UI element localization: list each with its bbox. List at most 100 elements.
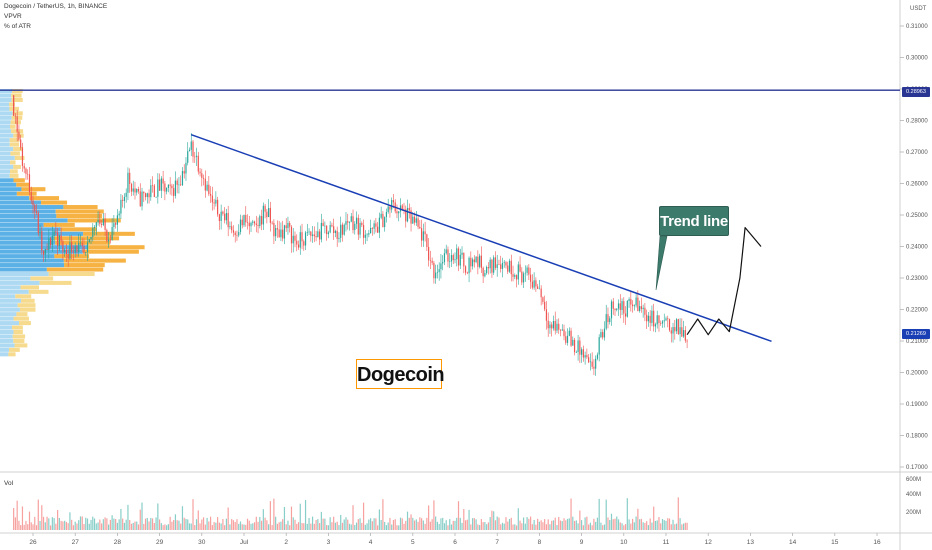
candle-body [72, 251, 75, 253]
volume-profile-bar-buy [0, 124, 11, 129]
candle-body [224, 213, 226, 221]
volume-bar [547, 519, 549, 530]
candle-body [174, 180, 177, 196]
candle-body [410, 210, 412, 224]
candle-body [238, 232, 240, 236]
candle-body [589, 361, 591, 363]
x-tick-label: 2 [284, 539, 288, 546]
candle-body [285, 225, 287, 229]
candle-body [79, 242, 82, 244]
volume-bar [306, 523, 308, 530]
candle-body [401, 205, 403, 210]
candle-body [503, 262, 505, 263]
candle-body [406, 207, 409, 222]
x-tick-label: 8 [538, 539, 542, 546]
volume-bar [34, 516, 36, 530]
volume-bar [371, 521, 373, 530]
volume-profile-bar-buy [0, 347, 10, 352]
volume-bar [42, 516, 45, 530]
atr-indicator-label[interactable]: % of ATR [4, 23, 31, 30]
volume-bar [482, 522, 484, 530]
candle-body [665, 318, 667, 321]
candle-body [438, 269, 440, 273]
trend-line-callout[interactable]: Trend line [659, 206, 729, 236]
x-tick-label: 15 [831, 539, 839, 546]
volume-bar [438, 523, 440, 530]
candle-body [479, 255, 481, 267]
volume-bar [292, 517, 294, 530]
volume-bar [570, 498, 572, 530]
candle-body [412, 216, 414, 224]
candle-body [326, 225, 328, 235]
candle-body [575, 352, 577, 353]
volume-bar [319, 523, 321, 530]
candle-body [454, 259, 456, 261]
volume-bar [586, 516, 588, 530]
volume-bar [164, 524, 166, 530]
candle-body [686, 340, 688, 342]
volume-profile-bar-buy [0, 173, 10, 178]
candle-body [250, 222, 252, 227]
volume-bar [479, 525, 481, 530]
candle-body [30, 192, 32, 201]
volume-bar [603, 524, 606, 530]
candle-body [581, 349, 583, 355]
candle-body [392, 200, 395, 203]
dogecoin-annotation[interactable]: Dogecoin [356, 359, 445, 389]
volume-bar [290, 506, 293, 530]
volume-bar [582, 525, 584, 530]
volume-bar [174, 514, 177, 530]
price-pane [0, 0, 900, 472]
candle-body [183, 171, 185, 174]
volume-profile-bar-buy [0, 182, 17, 187]
candle-body [616, 308, 618, 311]
volume-bar [297, 522, 300, 530]
volume-bar [424, 523, 426, 530]
candle-body [660, 323, 662, 324]
volume-bar [674, 524, 676, 530]
candle-body [596, 354, 599, 359]
y-tick-label: 0.22000 [906, 308, 928, 314]
candle-body [283, 225, 286, 239]
volume-bar [668, 518, 671, 530]
candle-body [554, 321, 556, 331]
volume-bar [83, 524, 85, 530]
candle-body [157, 179, 159, 197]
volume-bar [489, 517, 491, 530]
volume-profile-bar-buy [0, 325, 13, 330]
volume-bar [354, 524, 356, 530]
candle-body [125, 192, 127, 197]
volume-bar [23, 524, 25, 530]
candle-body [51, 235, 53, 245]
candle-body [468, 257, 470, 274]
volume-profile-bar-buy [0, 276, 31, 281]
volume-bar [494, 520, 497, 530]
candle-body [23, 165, 25, 169]
volume-profile-bar-sell [9, 142, 20, 147]
candle-body [222, 211, 224, 214]
candle-body [255, 223, 257, 225]
candle-body [646, 314, 648, 322]
candle-body [598, 337, 600, 355]
candle-body [593, 366, 595, 369]
volume-bar [373, 518, 375, 530]
volume-bar [301, 523, 303, 530]
volume-bar [32, 524, 34, 530]
volume-profile-bar-buy [0, 147, 14, 152]
volume-profile-bar-buy [0, 316, 14, 321]
vpvr-indicator-label[interactable]: VPVR [4, 13, 22, 20]
volume-bar [116, 522, 118, 530]
volume-bar [633, 522, 635, 530]
volume-bar [232, 520, 235, 530]
volume-bar [333, 516, 335, 530]
candle-body [306, 232, 308, 233]
candle-body [304, 232, 307, 246]
candle-body [290, 226, 293, 244]
volume-profile-bar-buy [0, 106, 10, 111]
volume-profile-bar-buy [0, 285, 21, 290]
volume-bar [222, 519, 224, 530]
candle-body [266, 211, 268, 218]
candle-body [603, 328, 606, 338]
volume-bar [591, 525, 593, 530]
volume-bar [97, 522, 99, 530]
